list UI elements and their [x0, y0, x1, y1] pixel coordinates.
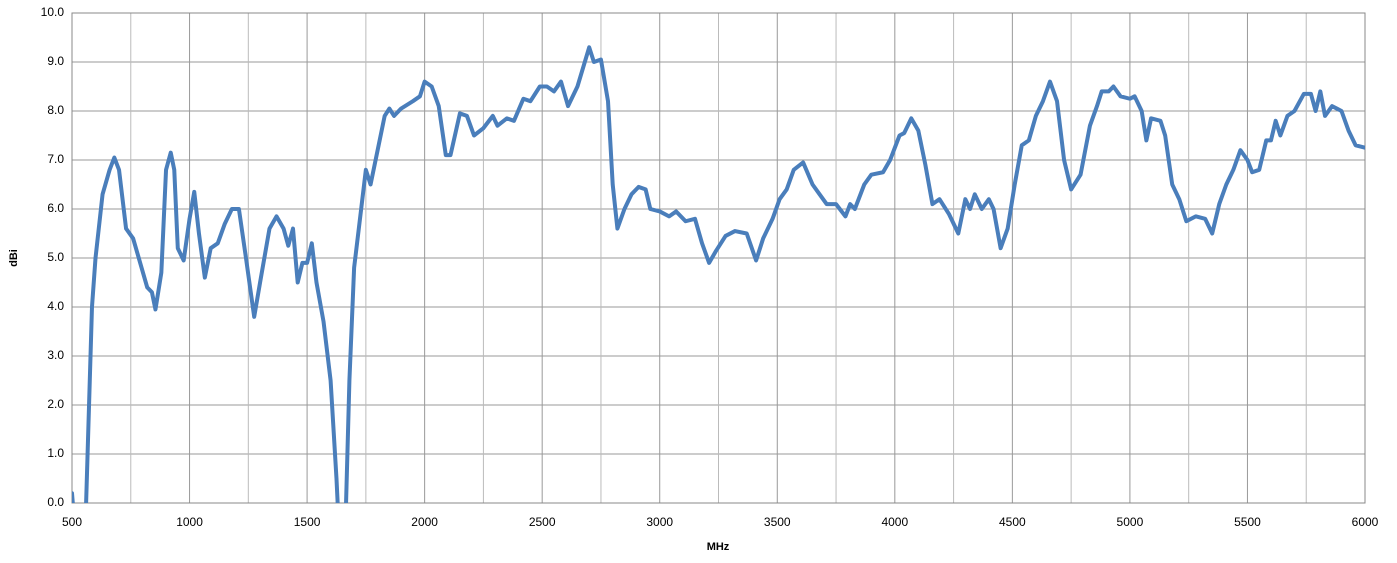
y-tick-label: 6.0	[47, 201, 64, 215]
x-tick-label: 5500	[1234, 515, 1261, 529]
plot-frame	[71, 12, 1366, 504]
plot-area	[72, 45, 1365, 503]
x-tick-label: 2500	[529, 515, 556, 529]
x-tick-label: 1500	[294, 515, 321, 529]
x-tick-label: 3500	[764, 515, 791, 529]
x-tick-label: 4500	[999, 515, 1026, 529]
x-tick-label: 1000	[176, 515, 203, 529]
x-tick-label: 6000	[1352, 515, 1379, 529]
y-tick-label: 3.0	[47, 348, 64, 362]
x-axis-title: MHz	[707, 541, 730, 553]
y-tick-label: 9.0	[47, 54, 64, 68]
x-tick-label: 3000	[646, 515, 673, 529]
y-tick-label: 4.0	[47, 299, 64, 313]
y-tick-label: 8.0	[47, 103, 64, 117]
y-tick-label: 5.0	[47, 250, 64, 264]
x-tick-label: 4000	[881, 515, 908, 529]
y-tick-label: 10.0	[41, 5, 65, 19]
data-line	[72, 45, 1365, 503]
y-tick-label: 0.0	[47, 495, 64, 509]
x-tick-label: 500	[62, 515, 82, 529]
x-tick-label: 2000	[411, 515, 438, 529]
y-tick-label: 2.0	[47, 397, 64, 411]
y-axis-title: dBi	[8, 249, 20, 267]
x-tick-label: 5000	[1117, 515, 1144, 529]
y-tick-label: 7.0	[47, 152, 64, 166]
y-tick-label: 1.0	[47, 446, 64, 460]
